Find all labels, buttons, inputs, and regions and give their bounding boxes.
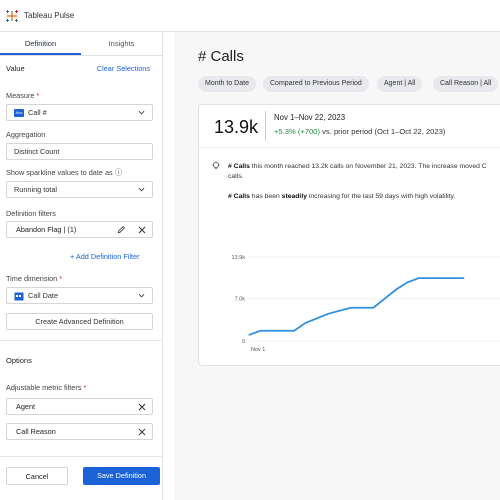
metric-card: 13.9k Nov 1–Nov 22, 2023 +5.3% (+700) vs… bbox=[198, 104, 500, 366]
data-point bbox=[248, 334, 250, 336]
divider bbox=[199, 147, 500, 148]
measure-value: Call # bbox=[28, 108, 47, 117]
data-point bbox=[293, 330, 295, 332]
metric-preview: # Calls Month to Date Compared to Previo… bbox=[174, 32, 500, 500]
filter-call-reason-label: Call Reason bbox=[16, 427, 56, 436]
time-dimension-value: Call Date bbox=[28, 291, 59, 300]
close-icon[interactable] bbox=[138, 428, 146, 436]
tab-insights[interactable]: Insights bbox=[108, 39, 135, 48]
adjustable-filters-label: Adjustable metric filters * bbox=[6, 383, 87, 392]
metric-value: 13.9k bbox=[214, 117, 259, 137]
panel-tabs: Definition Insights bbox=[0, 32, 162, 56]
chip-agent-filter[interactable]: Agent | All bbox=[377, 76, 423, 92]
filter-pill-call-reason[interactable]: Call Reason bbox=[6, 423, 153, 440]
metric-period: Nov 1–Nov 22, 2023 bbox=[274, 113, 346, 122]
chip-month-to-date[interactable]: Month to Date bbox=[198, 76, 256, 92]
data-point bbox=[350, 307, 352, 309]
top-bar: Tableau Pulse bbox=[0, 0, 500, 32]
close-icon[interactable] bbox=[138, 403, 146, 411]
definition-panel: Definition Insights Value Clear Selectio… bbox=[0, 32, 163, 500]
create-advanced-definition-button[interactable]: Create Advanced Definition bbox=[6, 313, 153, 330]
data-point bbox=[406, 281, 408, 283]
metric-delta: +5.3% (+700) vs. prior period (Oct 1–Oct… bbox=[274, 127, 446, 136]
series-line bbox=[248, 277, 464, 336]
data-point bbox=[327, 313, 329, 315]
chip-call-reason-filter[interactable]: Call Reason | All bbox=[433, 76, 499, 92]
y-tick-label: 0 bbox=[242, 339, 245, 345]
measure-label: Measure * bbox=[6, 91, 40, 100]
footer-divider bbox=[0, 456, 163, 457]
chip-compared-to-previous[interactable]: Compared to Previous Period bbox=[263, 76, 369, 92]
app-title: Tableau Pulse bbox=[24, 11, 75, 20]
tab-definition[interactable]: Definition bbox=[0, 32, 81, 55]
divider bbox=[265, 111, 266, 141]
definition-filter-value: Abandon Flag | (1) bbox=[16, 225, 77, 234]
data-point bbox=[304, 322, 307, 324]
data-point bbox=[395, 289, 397, 291]
lightbulb-icon bbox=[211, 161, 221, 169]
definition-filters-label: Definition filters bbox=[6, 209, 56, 218]
calendar-icon bbox=[14, 292, 24, 300]
insight-text-2: # Calls has been steadily increasing for… bbox=[228, 193, 456, 200]
value-section-title: Value bbox=[6, 64, 25, 73]
y-tick-label: 13.9k bbox=[232, 255, 246, 261]
filter-pill-agent[interactable]: Agent bbox=[6, 398, 153, 415]
add-definition-filter-link[interactable]: + Add Definition Filter bbox=[70, 252, 140, 261]
divider bbox=[0, 340, 163, 341]
abc-field-icon: Abc bbox=[14, 108, 24, 117]
data-point bbox=[440, 277, 442, 279]
chevron-down-icon bbox=[138, 293, 145, 298]
tableau-logo-icon bbox=[6, 9, 18, 22]
save-definition-button[interactable]: Save Definition bbox=[83, 467, 160, 485]
sparkline-value: Running total bbox=[14, 185, 58, 194]
definition-filter-pill[interactable]: Abandon Flag | (1) bbox=[6, 221, 153, 238]
chevron-down-icon bbox=[138, 110, 145, 115]
data-point bbox=[417, 277, 420, 279]
filter-agent-label: Agent bbox=[16, 402, 36, 411]
sparkline-chart: 13.9k 7.0k 0 Nov 1 bbox=[232, 255, 500, 353]
page-title: # Calls bbox=[198, 48, 244, 65]
x-tick-label: Nov 1 bbox=[251, 347, 265, 353]
aggregation-value: Distinct Count bbox=[14, 147, 60, 156]
chevron-down-icon bbox=[138, 187, 145, 192]
y-tick-label: 7.0k bbox=[235, 297, 246, 303]
data-point bbox=[463, 277, 465, 279]
aggregation-select[interactable]: Distinct Count bbox=[6, 143, 153, 160]
sparkline-label: Show sparkline values to date as ⓘ bbox=[6, 168, 123, 177]
cancel-button[interactable]: Cancel bbox=[6, 467, 68, 485]
aggregation-label: Aggregation bbox=[6, 130, 46, 139]
clear-selections-link[interactable]: Clear Selections bbox=[96, 64, 150, 73]
sparkline-select[interactable]: Running total bbox=[6, 181, 153, 198]
close-icon[interactable] bbox=[138, 226, 146, 234]
options-title: Options bbox=[6, 356, 32, 365]
insight-text-1-line2: calls. bbox=[228, 173, 244, 180]
data-point bbox=[384, 298, 386, 300]
info-icon: ⓘ bbox=[114, 168, 123, 177]
pencil-icon[interactable] bbox=[117, 225, 126, 234]
time-dimension-label: Time dimension * bbox=[6, 274, 63, 283]
data-point bbox=[259, 330, 261, 332]
time-dimension-select[interactable]: Call Date bbox=[6, 287, 153, 304]
measure-select[interactable]: Abc Call # bbox=[6, 104, 153, 121]
data-point bbox=[372, 307, 374, 309]
insight-text-1: # Calls this month reached 13.2k calls o… bbox=[228, 163, 487, 170]
